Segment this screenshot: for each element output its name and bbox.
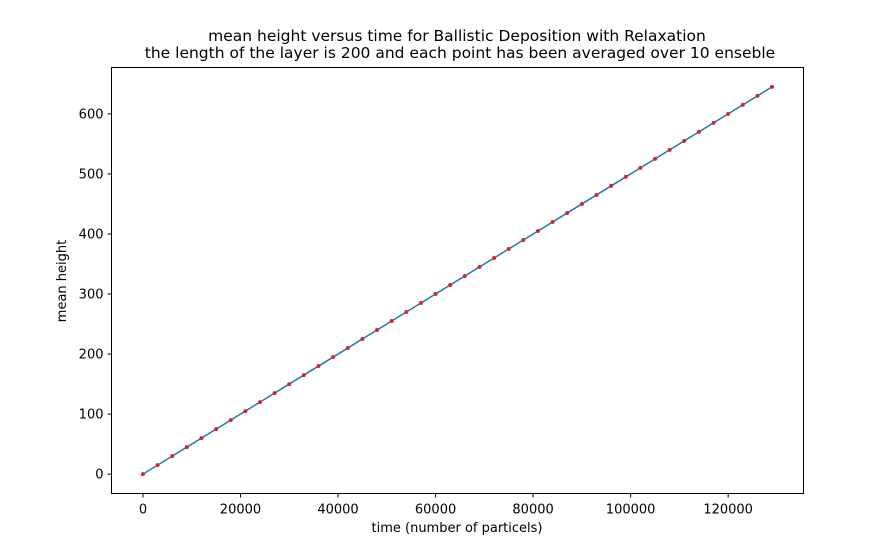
data-point bbox=[257, 400, 262, 405]
x-tick-label: 20000 bbox=[220, 503, 261, 518]
data-point bbox=[287, 382, 292, 387]
data-point bbox=[535, 228, 540, 233]
data-point bbox=[770, 84, 775, 89]
data-point bbox=[448, 283, 453, 287]
data-point bbox=[301, 373, 306, 378]
plot-series bbox=[140, 84, 775, 477]
data-point bbox=[316, 364, 321, 369]
data-point bbox=[492, 255, 497, 260]
data-point bbox=[433, 292, 438, 297]
y-tick-label: 500 bbox=[79, 167, 104, 182]
data-point bbox=[653, 156, 658, 161]
y-tick-label: 100 bbox=[79, 408, 104, 423]
data-point bbox=[360, 337, 365, 342]
data-point bbox=[199, 436, 204, 441]
data-point bbox=[389, 319, 394, 324]
y-axis-label: mean height bbox=[55, 240, 70, 322]
data-point bbox=[140, 472, 145, 477]
data-point bbox=[272, 391, 277, 396]
data-point bbox=[579, 201, 584, 206]
data-point bbox=[667, 147, 672, 152]
x-tick-label: 0 bbox=[139, 503, 147, 518]
data-point bbox=[609, 183, 614, 188]
data-point bbox=[331, 355, 336, 360]
data-point bbox=[345, 346, 350, 351]
y-axis-ticks: 0 100 200 300 400 500 600 bbox=[79, 107, 112, 483]
data-point bbox=[696, 129, 701, 134]
data-point bbox=[184, 445, 189, 450]
data-point bbox=[418, 301, 423, 306]
data-point bbox=[638, 165, 643, 170]
y-tick-label: 300 bbox=[79, 288, 104, 303]
data-point bbox=[375, 328, 380, 333]
y-tick-label: 400 bbox=[79, 227, 104, 242]
data-point bbox=[711, 120, 716, 125]
x-tick-label: 60000 bbox=[415, 503, 456, 518]
data-point bbox=[228, 418, 233, 423]
data-point bbox=[565, 210, 570, 215]
x-tick-label: 80000 bbox=[512, 503, 553, 518]
data-point bbox=[404, 310, 409, 315]
x-axis-ticks: 0 20000 40000 60000 80000 100000 120000 bbox=[139, 493, 753, 518]
y-tick-label: 200 bbox=[79, 348, 104, 363]
data-point bbox=[682, 138, 687, 143]
data-point bbox=[594, 192, 599, 197]
x-axis-label: time (number of particels) bbox=[372, 521, 543, 536]
data-point bbox=[462, 274, 467, 278]
x-tick-label: 40000 bbox=[317, 503, 358, 518]
chart-subtitle: the length of the layer is 200 and each … bbox=[145, 44, 775, 62]
data-point bbox=[214, 427, 219, 432]
y-tick-label: 600 bbox=[79, 107, 104, 122]
data-point bbox=[506, 246, 511, 251]
data-point bbox=[477, 264, 482, 269]
data-point bbox=[243, 409, 248, 414]
data-point bbox=[521, 237, 526, 242]
x-tick-label: 100000 bbox=[606, 503, 656, 518]
plot-frame bbox=[111, 67, 804, 494]
chart-title: mean height versus time for Ballistic De… bbox=[208, 27, 706, 45]
y-tick-label: 0 bbox=[95, 468, 103, 483]
data-point bbox=[170, 454, 175, 459]
data-point bbox=[726, 111, 731, 116]
data-point bbox=[740, 102, 745, 107]
data-point bbox=[623, 174, 628, 179]
data-point bbox=[755, 93, 760, 98]
x-tick-label: 120000 bbox=[703, 503, 753, 518]
data-point bbox=[550, 219, 555, 224]
series-line bbox=[142, 86, 773, 475]
data-point bbox=[155, 463, 160, 468]
